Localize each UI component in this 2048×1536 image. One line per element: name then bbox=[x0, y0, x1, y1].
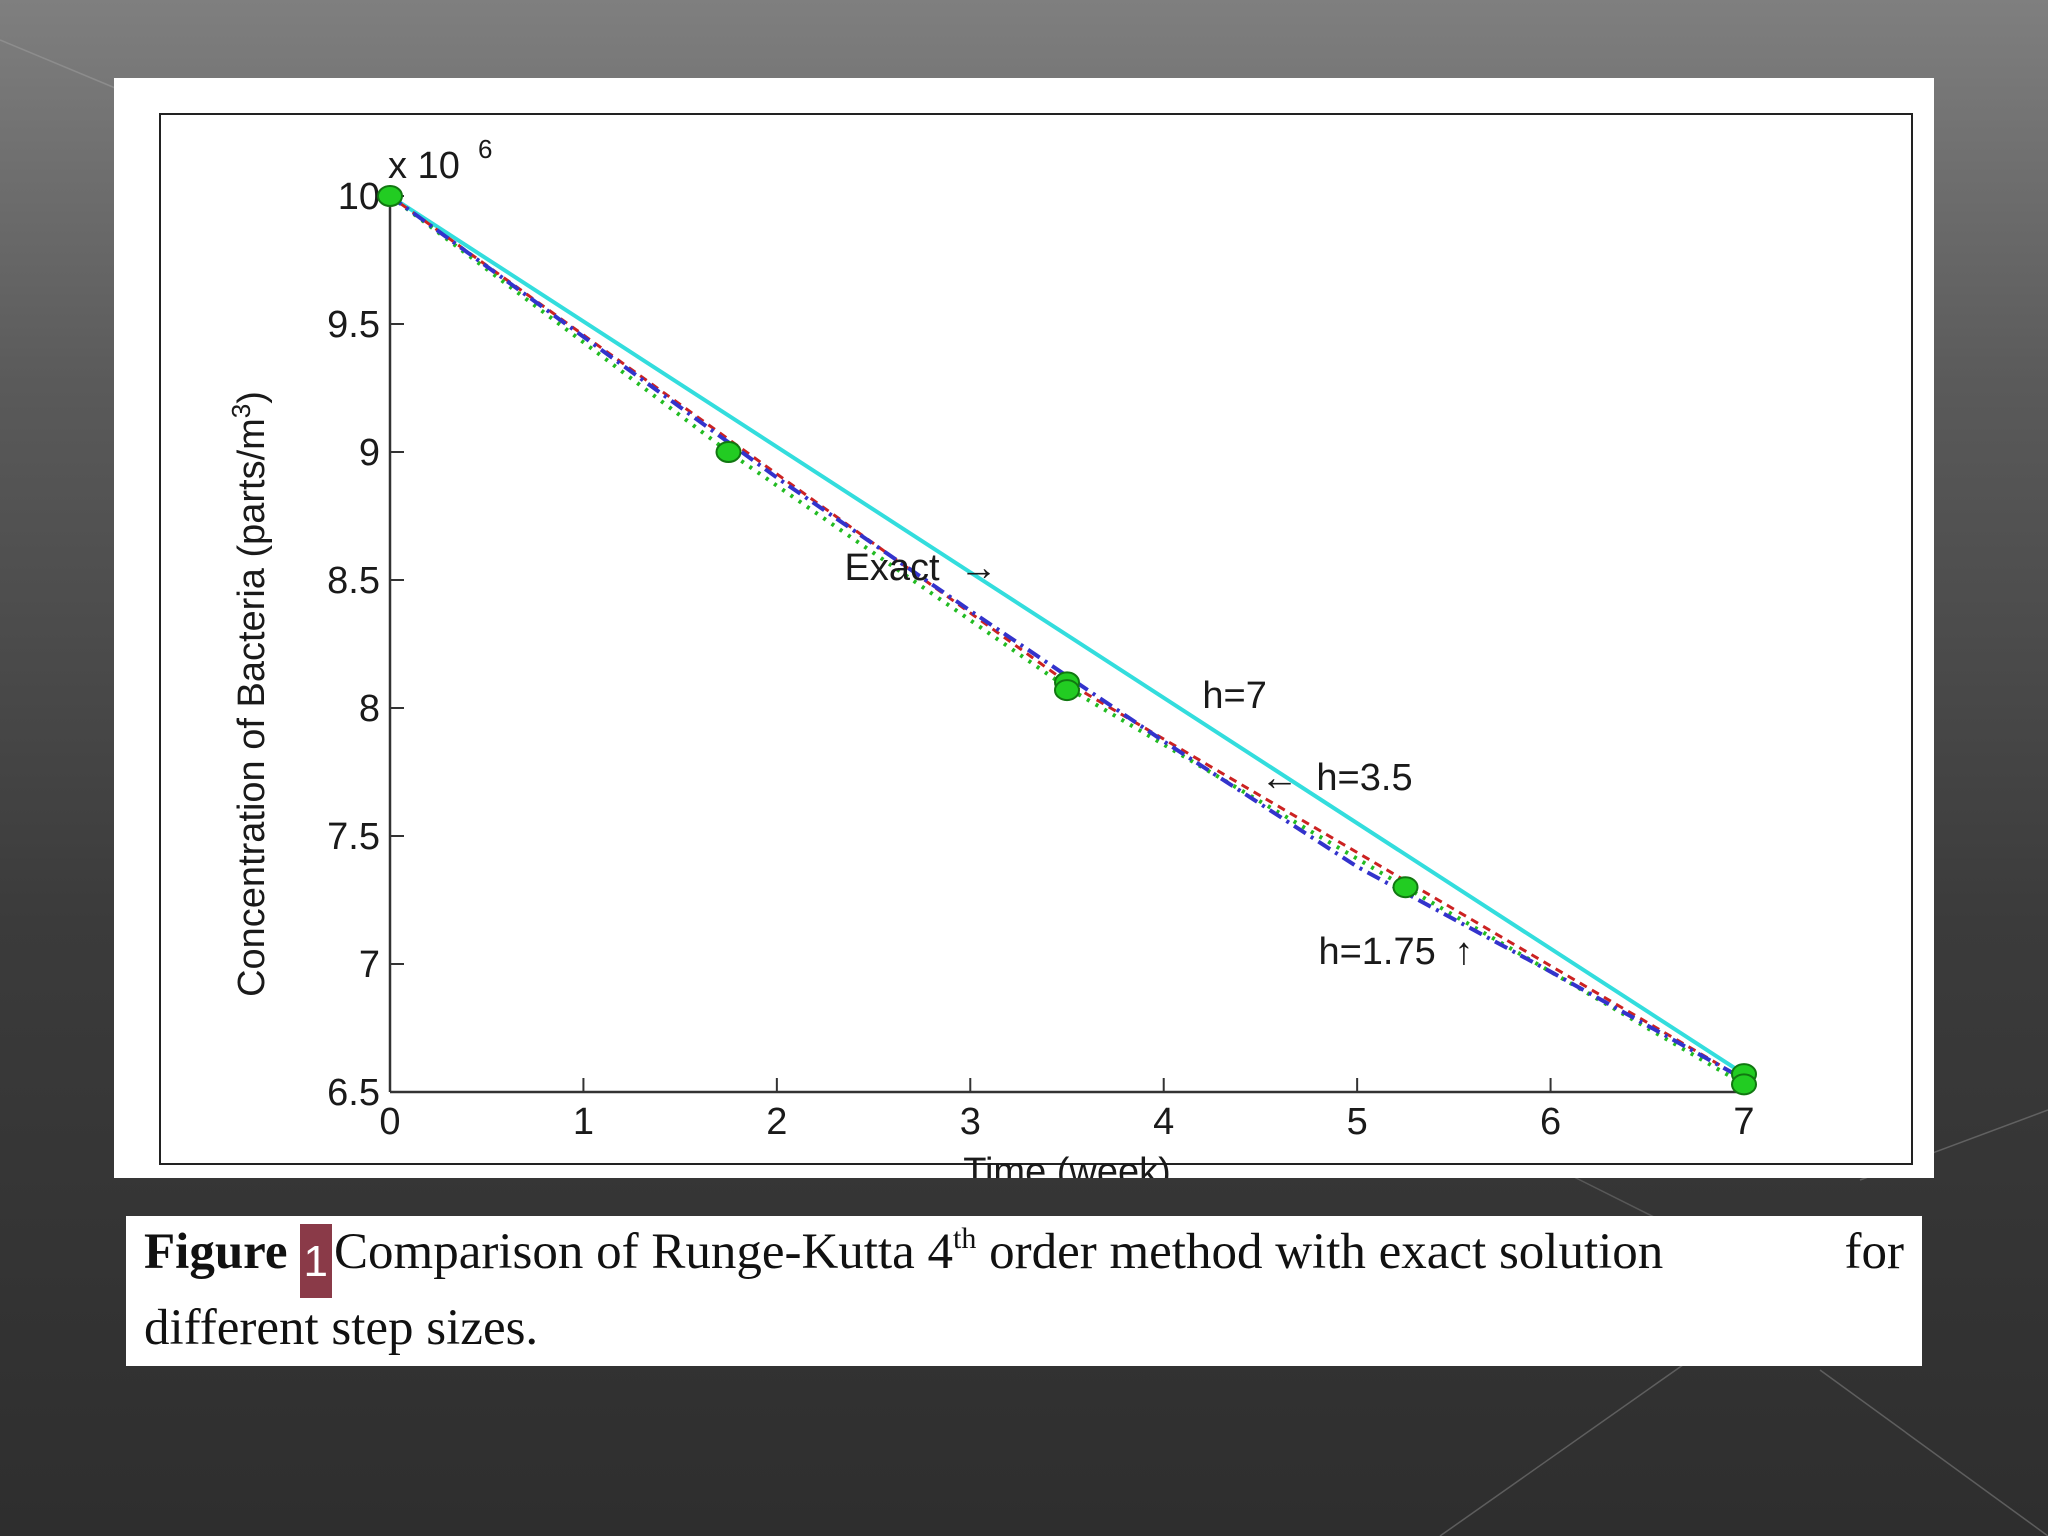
x-tick-label: 2 bbox=[766, 1101, 787, 1143]
caption-main: Figure 1 Comparison of Runge-Kutta 4th ord… bbox=[144, 1222, 1663, 1298]
y-tick-label: 8 bbox=[359, 688, 380, 730]
annotation-arrow-h-3-5: ← bbox=[1260, 757, 1298, 799]
y-multiplier-exponent: 6 bbox=[478, 134, 492, 164]
x-tick-label: 3 bbox=[960, 1101, 981, 1143]
caption-superscript: th bbox=[953, 1222, 977, 1255]
x-axis-title: Time (week) bbox=[963, 1151, 1171, 1178]
annotation-label-h-3-5: h=3.5 bbox=[1316, 757, 1412, 799]
plot-series bbox=[388, 194, 1746, 1087]
annotation-arrow-h-1-75: ↑ bbox=[1454, 931, 1473, 973]
annotation-label-exact: Exact bbox=[845, 547, 940, 589]
series-line-h-1-75 bbox=[388, 194, 1746, 1087]
x-tick-label: 7 bbox=[1733, 1101, 1754, 1143]
x-tick-label: 6 bbox=[1540, 1101, 1561, 1143]
caption-line-1: Figure 1 Comparison of Runge-Kutta 4th ord… bbox=[144, 1222, 1904, 1298]
y-multiplier-label: x 10 bbox=[388, 145, 460, 187]
figure-frame bbox=[159, 113, 1913, 1165]
y-tick-label: 6.5 bbox=[327, 1072, 380, 1114]
line-chart: 0 1 2 3 4 5 6 7 6.5 7 7.5 8 8.5 9 9.5 10 Exact → h=7 ← h=3.… bbox=[159, 113, 1913, 1178]
annotation-label-h-1-75: h=1.75 bbox=[1318, 931, 1435, 973]
figure-number-badge: 1 bbox=[299, 1224, 333, 1298]
x-tick-label: 4 bbox=[1153, 1101, 1174, 1143]
caption-text-a: Comparison of Runge-Kutta 4 bbox=[334, 1224, 954, 1280]
y-tick-label: 8.5 bbox=[327, 560, 380, 602]
caption-text-b: order method with exact solution bbox=[976, 1224, 1664, 1280]
x-tick-label: 5 bbox=[1347, 1101, 1368, 1143]
y-tick-label: 9 bbox=[359, 432, 380, 474]
y-tick-label: 7.5 bbox=[327, 816, 380, 858]
data-point-marker bbox=[377, 185, 403, 207]
annotation-arrow-exact: → bbox=[960, 547, 998, 589]
caption-line-2: different step sizes. bbox=[144, 1300, 539, 1356]
annotation-label-h-7: h=7 bbox=[1202, 675, 1266, 717]
x-tick-label: 0 bbox=[379, 1101, 400, 1143]
data-point-marker bbox=[715, 441, 742, 463]
data-point-marker bbox=[1392, 876, 1419, 899]
data-point-marker bbox=[1054, 679, 1080, 702]
chart-panel: 0 1 2 3 4 5 6 7 6.5 7 7.5 8 8.5 9 9.5 10 Exact → h=7 ← h=3.… bbox=[114, 78, 1934, 1178]
plot-axes: 0 1 2 3 4 5 6 7 6.5 7 7.5 8 8.5 9 9.5 10 bbox=[327, 176, 1754, 1143]
figure-caption: Figure 1 Comparison of Runge-Kutta 4th ord… bbox=[126, 1216, 1922, 1366]
y-axis-title: Concentration of Bacteria (parts/m3) bbox=[226, 391, 273, 997]
series-line-h-7 bbox=[388, 194, 1746, 1076]
y-tick-label: 10 bbox=[338, 176, 380, 218]
plot-markers bbox=[377, 185, 1757, 1096]
caption-prefix: Figure bbox=[144, 1224, 288, 1280]
y-tick-label: 9.5 bbox=[327, 304, 380, 346]
plot-annotations: Exact → h=7 ← h=3.5 h=1.75 ↑ bbox=[845, 547, 1474, 973]
data-point-marker bbox=[1731, 1073, 1757, 1096]
caption-text-c: for bbox=[1844, 1224, 1904, 1280]
plot-labels: x 10 6 Time (week) Concentration of Bacteri… bbox=[226, 134, 1171, 1178]
y-tick-label: 7 bbox=[359, 944, 380, 986]
x-tick-label: 1 bbox=[573, 1101, 594, 1143]
